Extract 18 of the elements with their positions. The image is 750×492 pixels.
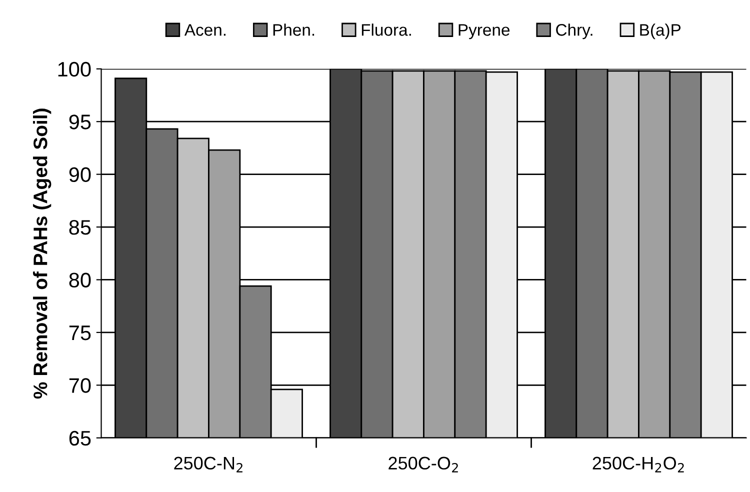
legend-label: Phen. <box>273 24 314 36</box>
y-tick-label: 75 <box>69 326 91 340</box>
y-tick-label: 70 <box>69 378 91 393</box>
y-axis-title: % Removal of PAHs (Aged Soil) <box>33 108 52 399</box>
x-tick-label: 250C-H$_{2}$O$_{2}$ <box>592 456 684 472</box>
y-tick-label: 90 <box>69 167 91 182</box>
legend-label: Pyrene <box>458 24 510 40</box>
legend-label: Fluora. <box>362 24 411 36</box>
legend-label: Chry. <box>556 24 592 40</box>
legend-label: B(a)P <box>640 24 681 40</box>
y-tick-label: 80 <box>69 272 91 288</box>
y-tick-label: 95 <box>69 114 91 130</box>
x-tick-label: 250C-O$_{2}$ <box>388 456 458 472</box>
legend-label: Acen. <box>184 24 226 36</box>
y-tick-label: 100 <box>58 62 91 77</box>
x-tick-label: 250C-N$_{2}$ <box>174 456 242 472</box>
y-tick-label: 65 <box>69 430 91 446</box>
y-tick-label: 85 <box>69 220 91 235</box>
